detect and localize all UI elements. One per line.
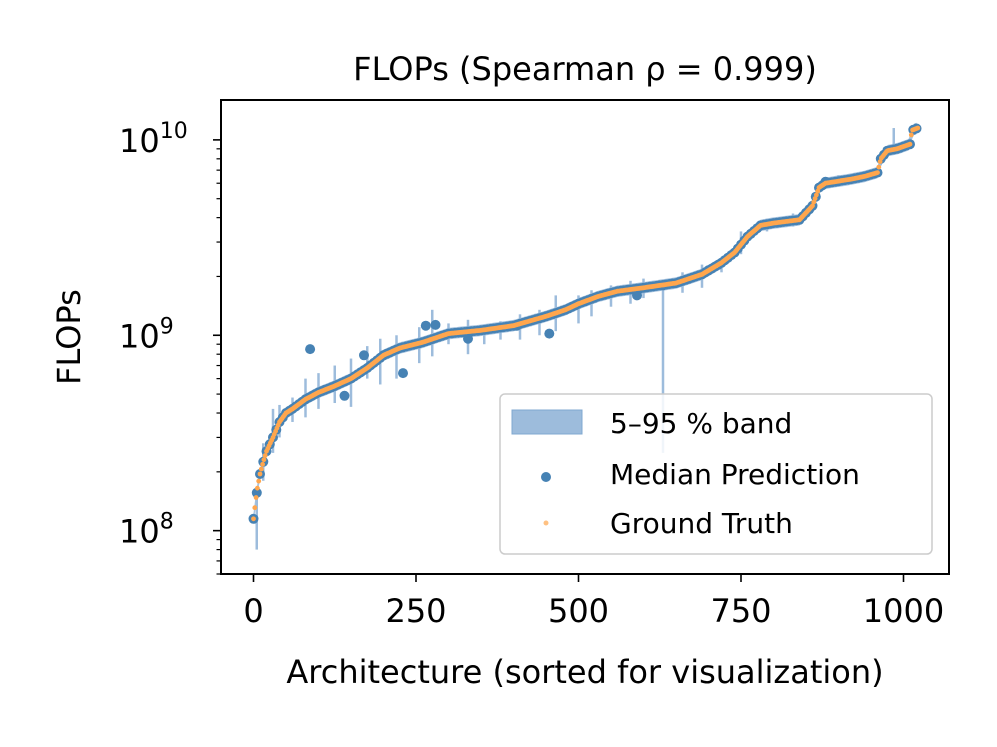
median-point <box>544 328 555 339</box>
truth-point <box>908 132 914 138</box>
x-axis-label: Architecture (sorted for visualization) <box>286 653 883 691</box>
y-axis-ticks: 108 109 1010 <box>119 119 221 575</box>
truth-point <box>255 485 260 491</box>
truth-point <box>875 170 880 176</box>
median-point <box>305 344 316 355</box>
truth-point <box>915 125 921 131</box>
legend: 5–95 % band Median Prediction Ground Tru… <box>499 393 933 555</box>
plot-frame <box>220 99 950 575</box>
truth-point <box>252 505 258 511</box>
median-point <box>359 350 369 361</box>
x-tick-label: 250 <box>385 592 446 630</box>
y-tick-label: 109 <box>119 314 174 355</box>
truth-point <box>810 203 815 209</box>
truth-point <box>257 471 263 477</box>
y-tick-label: 108 <box>119 510 174 551</box>
chart-title: FLOPs (Spearman ρ = 0.999) <box>353 50 817 88</box>
truth-point <box>877 159 883 165</box>
truth-point <box>811 199 817 205</box>
median-point <box>430 319 441 330</box>
truth-point <box>261 457 267 463</box>
truth-point <box>812 196 818 201</box>
x-tick-label: 1000 <box>863 592 944 630</box>
truth-point <box>876 164 882 170</box>
median-point <box>339 390 350 401</box>
truth-point <box>814 192 819 198</box>
truth-point <box>251 516 256 522</box>
truth-point <box>258 466 264 472</box>
y-axis-label: FLOPs <box>50 289 88 385</box>
median-point <box>463 333 473 344</box>
truth-point <box>262 453 268 458</box>
truth-point <box>815 188 821 194</box>
x-axis-ticks: 0 250 500 750 1000 <box>243 574 944 630</box>
truth-layer <box>251 125 921 522</box>
legend-band-swatch <box>511 409 583 435</box>
median-point <box>632 290 642 301</box>
truth-point <box>260 461 265 467</box>
legend-median-marker <box>541 472 551 482</box>
legend-truth-label: Ground Truth <box>610 507 793 540</box>
legend-frame <box>499 393 933 555</box>
truth-point <box>907 141 913 147</box>
median-point <box>420 320 431 331</box>
legend-band-label: 5–95 % band <box>610 407 792 440</box>
legend-truth-marker <box>543 520 549 526</box>
x-tick-label: 750 <box>710 592 771 630</box>
legend-median-label: Median Prediction <box>610 458 860 491</box>
median-point <box>398 368 408 379</box>
truth-point <box>256 478 262 484</box>
truth-point <box>253 495 259 500</box>
y-tick-label: 1010 <box>119 119 188 160</box>
median-point <box>251 487 262 498</box>
x-tick-label: 500 <box>548 592 609 630</box>
x-tick-label: 0 <box>243 592 263 630</box>
